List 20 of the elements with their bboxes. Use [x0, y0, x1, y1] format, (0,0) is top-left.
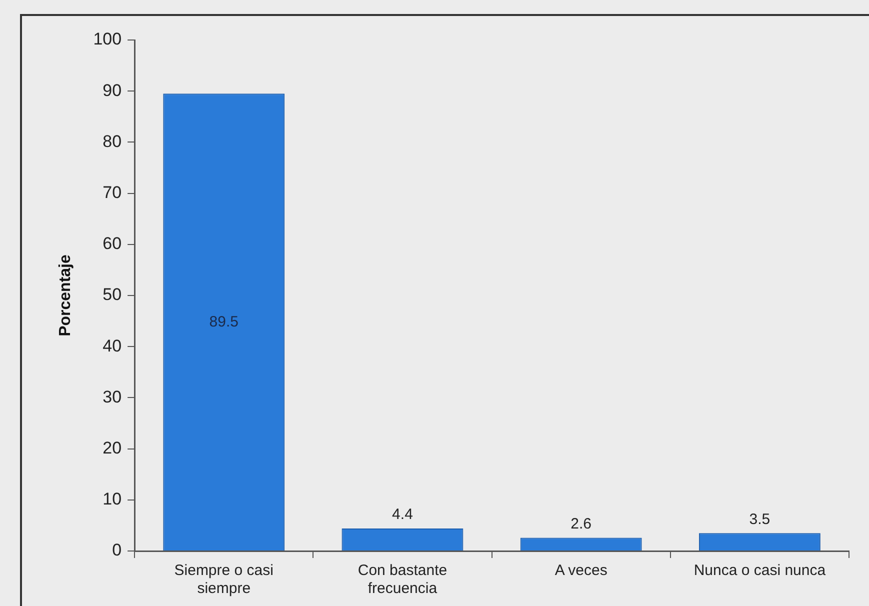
- y-tick-label: 70: [102, 182, 122, 202]
- y-tick-label: 60: [102, 234, 122, 254]
- x-tick-label: Siempre o casi siempre: [174, 562, 274, 598]
- y-tick-label: 80: [102, 132, 122, 151]
- x-tick-label: A veces: [554, 562, 608, 580]
- data-label: 89.5: [209, 313, 238, 330]
- x-tick-label: Con bastante frecuencia: [358, 562, 448, 598]
- y-tick-label: 20: [102, 438, 122, 458]
- data-label: 3.5: [749, 510, 770, 528]
- y-tick-label: 30: [102, 387, 122, 406]
- y-tick-label: 90: [102, 80, 122, 100]
- y-tick-label: 0: [112, 540, 122, 560]
- data-label: 2.6: [570, 515, 592, 532]
- data-label: 4.4: [392, 506, 413, 524]
- y-tick-label: 10: [102, 490, 122, 509]
- x-tick-label: Nunca o casi nunca: [694, 562, 826, 580]
- y-axis-title: Porcentaje: [57, 254, 74, 336]
- y-tick-label: 40: [102, 336, 122, 356]
- y-tick-label: 100: [93, 30, 122, 49]
- y-tick-label: 50: [102, 285, 122, 304]
